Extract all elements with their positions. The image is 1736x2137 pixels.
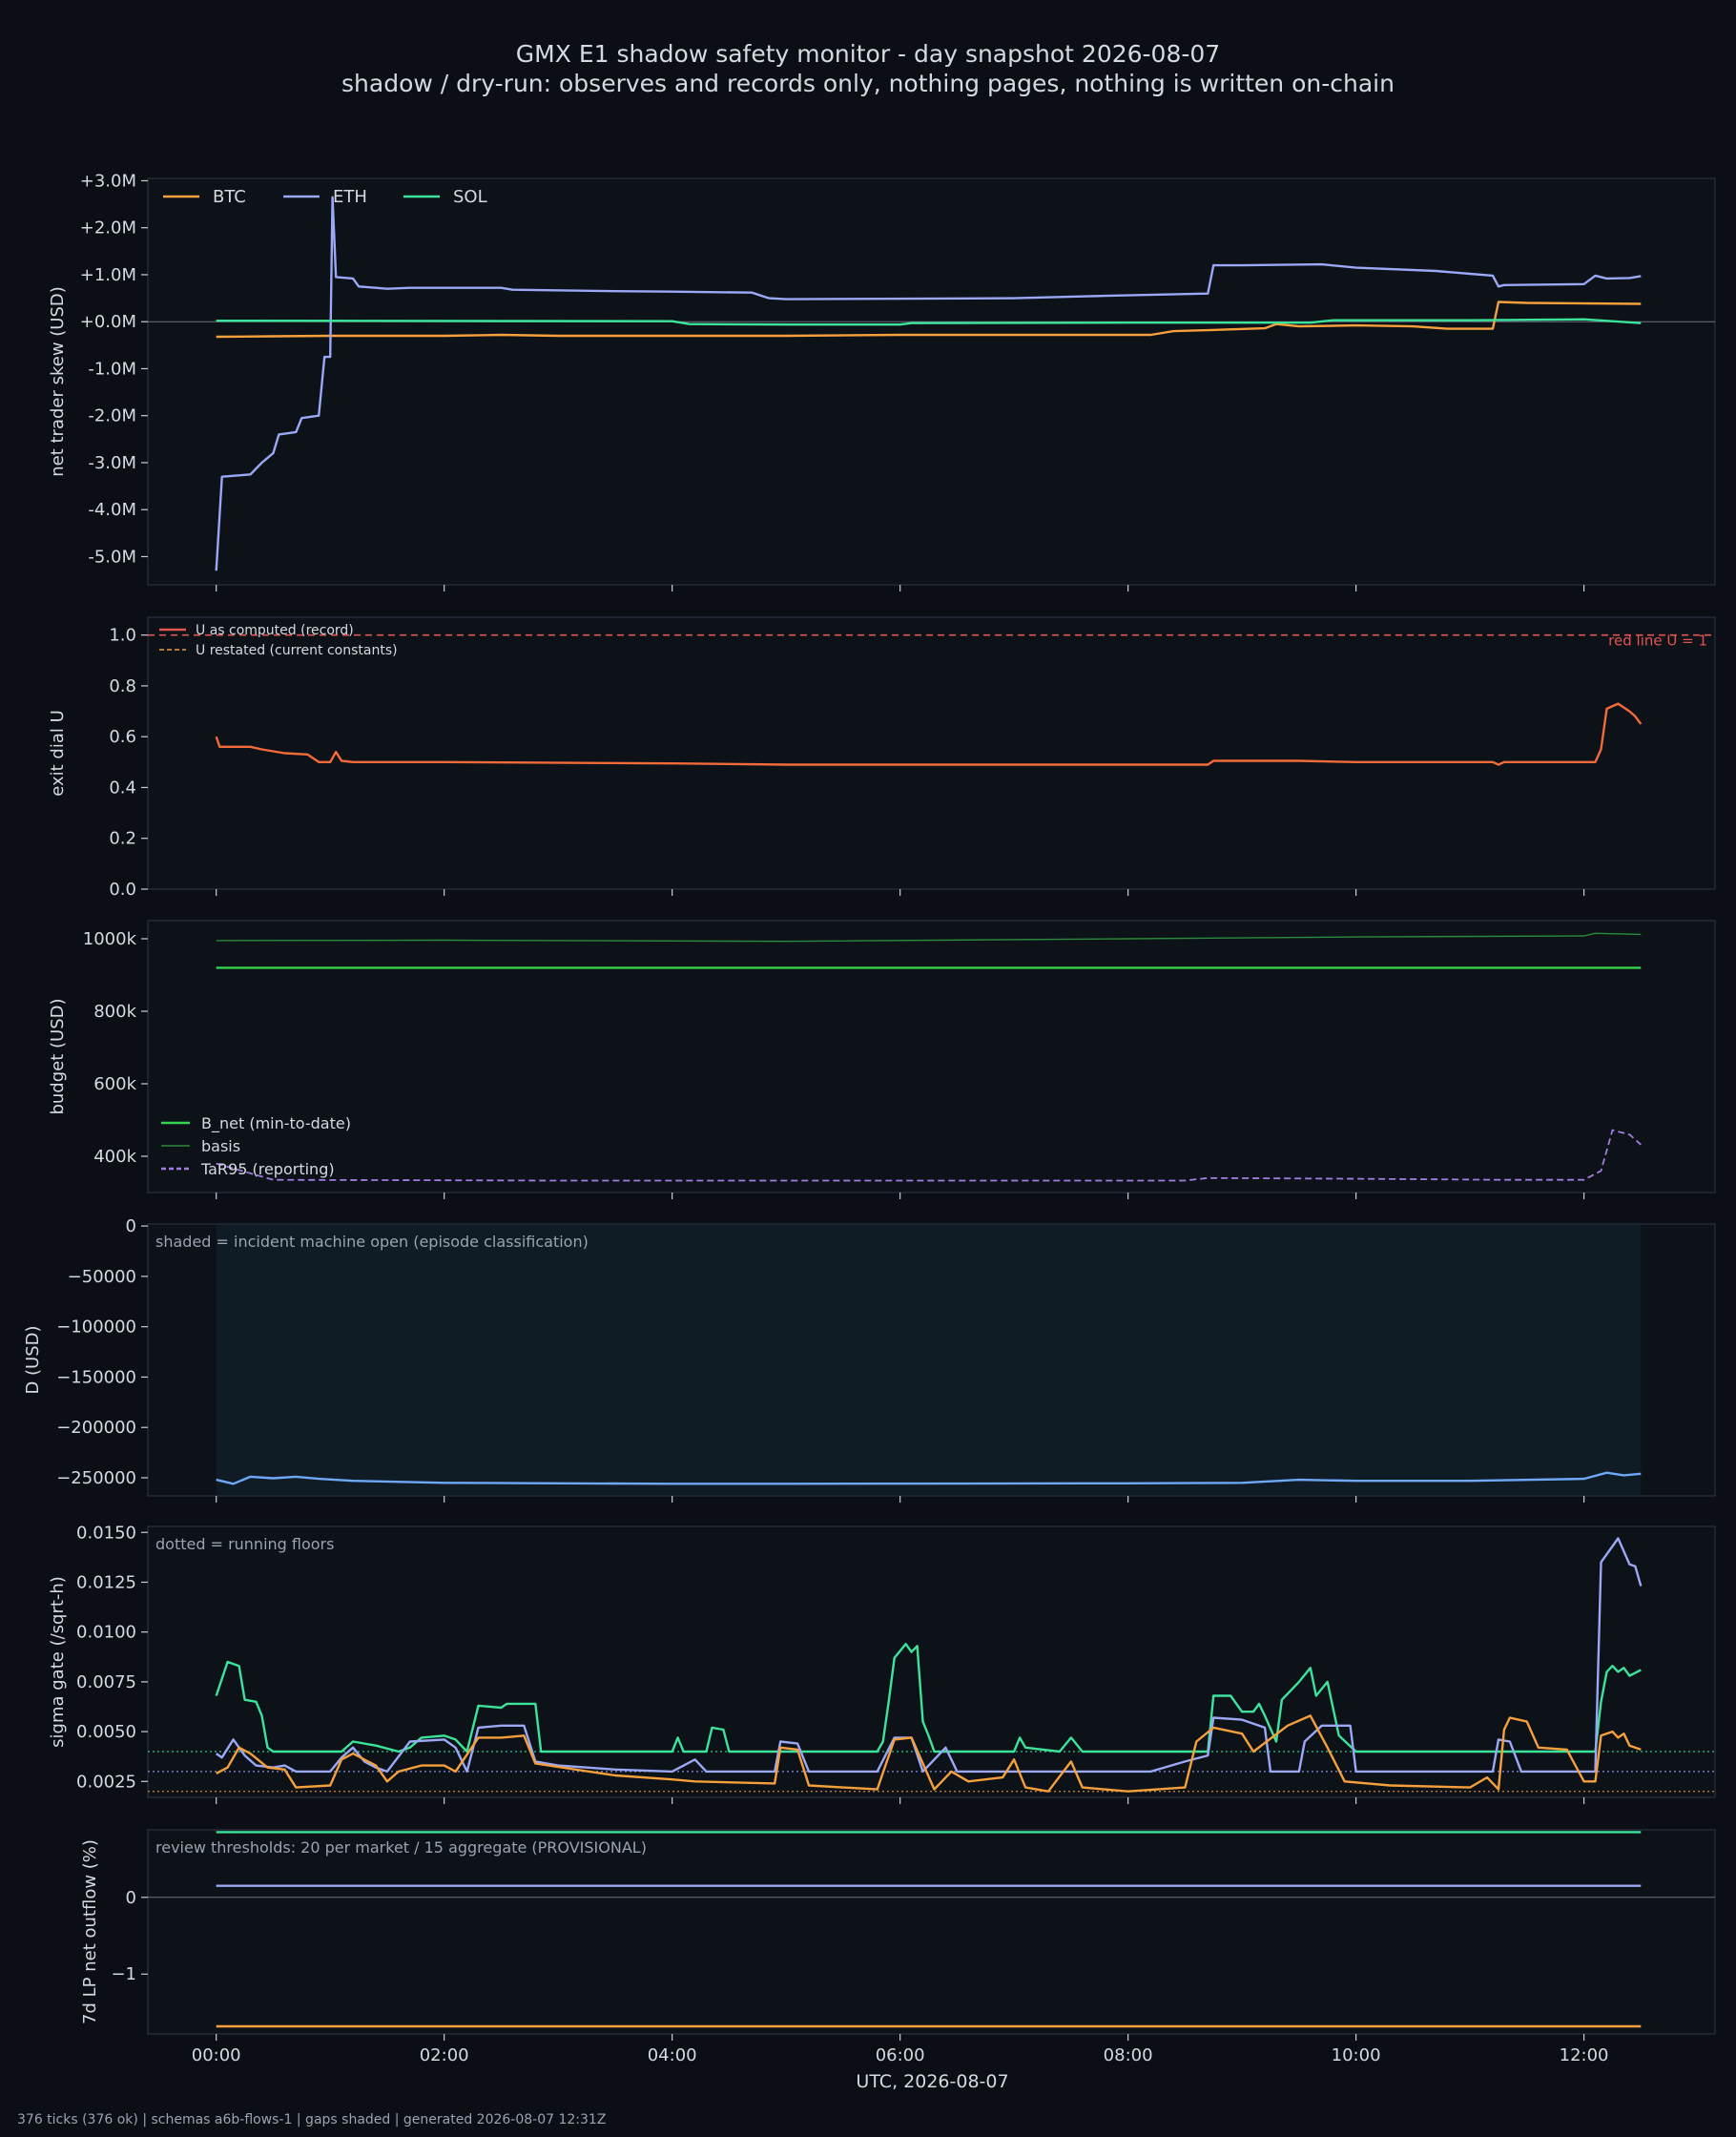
legend-label-b_net: B_net (min-to-date)	[201, 1114, 351, 1133]
series-line-basis	[216, 932, 1642, 943]
y-tick-label: +3.0M	[80, 171, 136, 191]
y-tick-label: 0.0100	[76, 1623, 136, 1643]
legend-label-eth: ETH	[333, 187, 367, 207]
legend-label-btc: BTC	[213, 187, 246, 207]
plot-frame	[147, 920, 1716, 1193]
y-tick-label: 0.0075	[76, 1672, 136, 1692]
y-tick-label: −200000	[56, 1418, 136, 1438]
y-tick-label: −150000	[56, 1367, 136, 1387]
y-tick-label: −250000	[56, 1468, 136, 1488]
y-tick-label: 800k	[93, 1002, 136, 1022]
series-line-u_record	[215, 702, 1643, 766]
x-axis-label: UTC, 2026-08-07	[856, 2071, 1008, 2092]
panel-skew: +3.0M +2.0M +1.0M +0.0M -1.0M -2.0M -3.0M -4.0M…	[48, 171, 1716, 591]
y-tick-label: 0.4	[109, 778, 136, 798]
x-tick-label: 10:00	[1332, 2045, 1381, 2065]
y-tick-label: +2.0M	[80, 218, 136, 239]
series-line-eth	[215, 196, 1642, 571]
y-tick-label: 0.0	[109, 880, 136, 900]
x-tick-label: 00:00	[192, 2045, 241, 2065]
footer-status: 376 ticks (376 ok) | schemas a6b-flows-1…	[17, 2112, 607, 2127]
chart-subtitle: shadow / dry-run: observes and records o…	[341, 70, 1395, 97]
panel-sigma: 0.0025 0.0050 0.0075 0.0100 0.0125 0.0150 sigm…	[48, 1523, 1716, 1804]
panel-annotation: review thresholds: 20 per market / 15 ag…	[155, 1838, 647, 1857]
series-line-sol	[216, 318, 1642, 326]
panel-drawdown: 0 −50000 −100000 −150000 −200000 −250000 D (US…	[23, 1216, 1716, 1503]
y-axis-label: budget (USD)	[48, 998, 68, 1114]
y-tick-label: -4.0M	[88, 500, 136, 520]
y-axis-label: 7d LP net outflow (%)	[80, 1839, 100, 2024]
y-tick-label: 0.6	[109, 727, 136, 747]
legend-label-tar95: TaR95 (reporting)	[200, 1160, 335, 1178]
chart-title: GMX E1 shadow safety monitor - day snaps…	[515, 40, 1221, 68]
legend-label-sol: SOL	[453, 187, 487, 207]
panel-budget: 400k 600k 800k 1000k budget (USD) B_net (min-…	[48, 920, 1716, 1199]
y-tick-label: −50000	[68, 1267, 136, 1287]
y-tick-label: −1	[111, 1964, 136, 1984]
legend-label-u_restated: U restated (current constants)	[196, 643, 398, 658]
incident-shaded-band	[216, 1225, 1642, 1495]
series-line-d_line	[216, 1471, 1642, 1485]
plot-frame	[147, 177, 1716, 586]
y-tick-label: 0	[126, 1216, 136, 1236]
series-line-eth	[216, 1537, 1643, 1774]
y-tick-label: -1.0M	[88, 359, 136, 379]
y-tick-label: 0.2	[109, 829, 136, 849]
series-line-btc	[216, 301, 1642, 339]
x-tick-label: 08:00	[1104, 2045, 1153, 2065]
series-line-sol	[215, 1643, 1642, 1753]
x-tick-label: 12:00	[1560, 2045, 1609, 2065]
y-tick-label: 400k	[93, 1147, 136, 1167]
red-line-label: red line U = 1	[1608, 633, 1707, 650]
y-tick-label: 0.8	[109, 676, 136, 696]
series-line-btc	[216, 1714, 1642, 1793]
x-tick-label: 02:00	[420, 2045, 469, 2065]
y-tick-label: -3.0M	[88, 453, 136, 473]
y-tick-label: 0.0125	[76, 1572, 136, 1592]
y-tick-label: -5.0M	[88, 547, 136, 567]
plot-frame	[147, 616, 1716, 890]
panel-outflow: 0 −1 7d LP net outflow (%) review threshold…	[80, 1829, 1716, 2041]
y-tick-label: +1.0M	[80, 265, 136, 285]
y-axis-label: exit dial U	[48, 710, 68, 797]
x-tick-label: 04:00	[648, 2045, 697, 2065]
panel-exit: 0.0 0.2 0.4 0.6 0.8 1.0 exit dial U red line U …	[48, 616, 1716, 900]
legend-label-u_record: U as computed (record)	[196, 623, 354, 638]
y-axis-label: sigma gate (/sqrt-h)	[48, 1576, 68, 1748]
plot-frame	[147, 1829, 1716, 2035]
legend-label-basis: basis	[201, 1137, 240, 1155]
y-tick-label: 0.0025	[76, 1772, 136, 1792]
y-tick-label: 600k	[93, 1074, 136, 1094]
y-tick-label: 0.0050	[76, 1722, 136, 1742]
y-axis-label: D (USD)	[23, 1325, 43, 1394]
plot-frame	[147, 1525, 1716, 1798]
panel-annotation: shaded = incident machine open (episode …	[155, 1233, 589, 1251]
y-tick-label: 0	[126, 1888, 136, 1908]
series-line-tar95	[216, 1129, 1642, 1182]
y-tick-label: -2.0M	[88, 406, 136, 426]
x-tick-label: 06:00	[876, 2045, 925, 2065]
y-tick-label: −100000	[56, 1317, 136, 1338]
y-tick-label: 1.0	[109, 626, 136, 646]
panel-annotation: dotted = running floors	[155, 1535, 334, 1553]
y-tick-label: 0.0150	[76, 1523, 136, 1543]
y-tick-label: +0.0M	[80, 312, 136, 332]
y-axis-label: net trader skew (USD)	[48, 286, 68, 477]
y-tick-label: 1000k	[83, 929, 137, 949]
